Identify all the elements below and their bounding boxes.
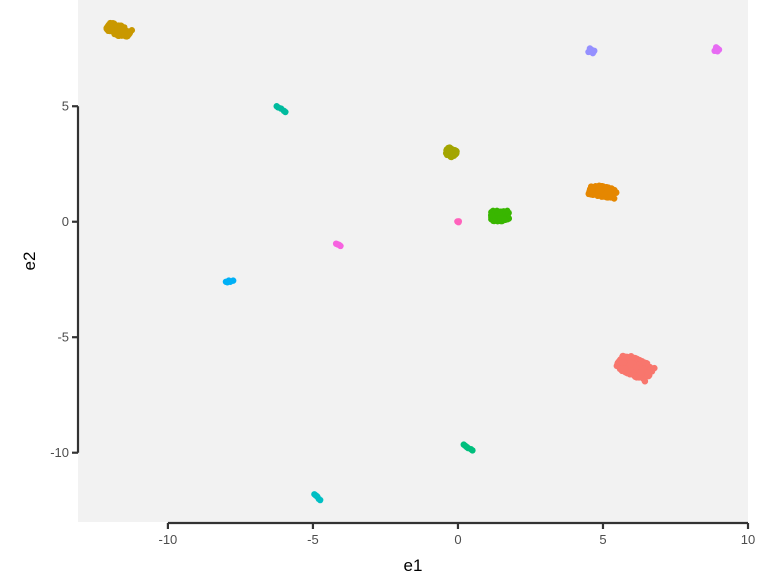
x-tick-label: -5 (307, 532, 319, 547)
x-tick-label: -10 (159, 532, 178, 547)
data-point (621, 365, 629, 372)
data-point (334, 241, 341, 248)
data-point (501, 216, 509, 224)
data-point (282, 108, 289, 116)
data-point (604, 186, 612, 194)
data-point (229, 277, 237, 284)
x-tick-label: 10 (741, 532, 755, 547)
y-tick-label: 5 (62, 99, 69, 114)
x-tick-label: 5 (599, 532, 606, 547)
data-point (107, 19, 114, 27)
data-point (606, 191, 613, 199)
data-point (618, 359, 626, 366)
data-point (587, 185, 594, 193)
data-point (108, 26, 115, 33)
y-tick-label: 0 (62, 214, 69, 229)
data-point (630, 372, 638, 379)
data-point (627, 359, 634, 367)
data-point (610, 195, 618, 202)
data-point (641, 377, 649, 385)
x-tick-label: 0 (454, 532, 461, 547)
data-point (490, 217, 498, 225)
data-point (641, 359, 648, 366)
data-point (645, 369, 653, 376)
data-point (613, 189, 620, 196)
data-point (462, 442, 469, 449)
data-point (316, 496, 324, 504)
x-axis-title: e1 (404, 556, 423, 575)
data-point (446, 148, 454, 155)
y-tick-label: -10 (50, 445, 69, 460)
y-tick-label: -5 (57, 330, 69, 345)
data-point (637, 369, 644, 376)
data-point (224, 279, 231, 286)
data-points (103, 19, 723, 504)
data-point (591, 47, 598, 55)
data-point (455, 218, 462, 226)
y-axis-title: e2 (20, 252, 39, 271)
data-point (489, 212, 497, 220)
data-point (121, 27, 128, 35)
plot-panel (78, 0, 748, 522)
data-point (595, 186, 602, 194)
data-point (631, 355, 639, 362)
data-point (616, 365, 624, 373)
x-axis-ticks: -10 -5 0 5 10 (159, 523, 755, 547)
data-point (714, 48, 721, 55)
data-point (312, 492, 320, 499)
data-point (274, 104, 282, 111)
data-point (632, 364, 640, 371)
data-point (496, 209, 503, 216)
data-point (469, 447, 476, 454)
y-axis-ticks: -10 -5 0 5 (50, 99, 78, 460)
